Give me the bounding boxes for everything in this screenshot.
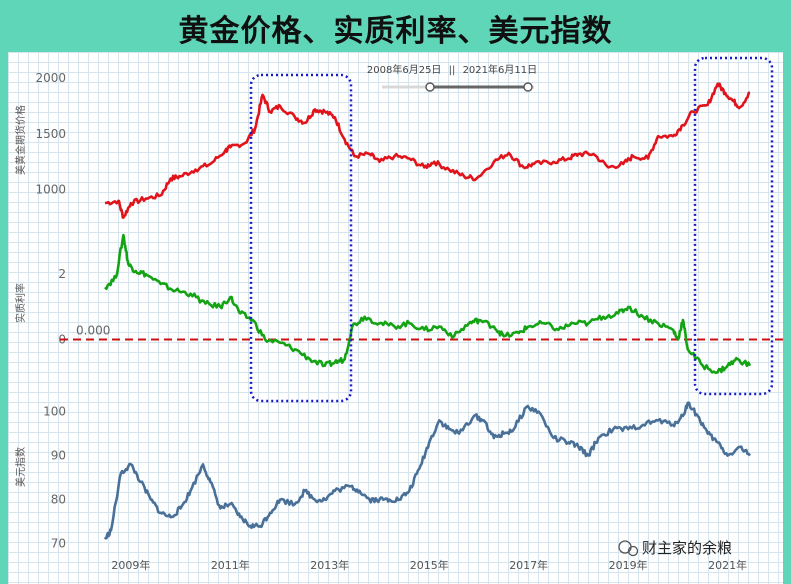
xtick-2: 2013年 xyxy=(310,558,349,572)
slider-handle-start[interactable] xyxy=(425,82,435,92)
gold-ytick-0: 2000 xyxy=(35,71,66,85)
usd-ytick-3: 70 xyxy=(51,537,66,551)
lines-layer xyxy=(103,82,752,540)
xtick-6: 2021年 xyxy=(708,558,747,572)
rate-ytick-0: 2 xyxy=(58,267,66,281)
xtick-5: 2019年 xyxy=(609,558,648,572)
page-title: 黄金价格、实质利率、美元指数 xyxy=(178,14,613,49)
range-separator: || xyxy=(449,65,456,76)
slider-handle-end[interactable] xyxy=(523,82,533,92)
usd-ytick-0: 100 xyxy=(43,405,66,419)
zero-line-label: 0.000 xyxy=(76,324,110,338)
usd-axis-title: 美元指数 xyxy=(14,447,27,487)
usd-ytick-2: 80 xyxy=(51,493,66,507)
overlay-layer: 2008年6月25日 || 2021年6月11日 财主家的余粮 xyxy=(249,56,774,557)
wechat-icon xyxy=(618,540,632,554)
chart-panel: 美黄金期货价格200015001000实质利率200.000美元指数100908… xyxy=(8,52,783,584)
range-end-label: 2021年6月11日 xyxy=(463,63,538,76)
chart-svg: 美黄金期货价格200015001000实质利率200.000美元指数100908… xyxy=(14,56,783,572)
usd-ytick-1: 90 xyxy=(51,449,66,463)
range-start-label: 2008年6月25日 xyxy=(367,63,442,76)
gold-ytick-2: 1000 xyxy=(35,183,66,197)
xtick-4: 2017年 xyxy=(509,558,548,572)
xtick-1: 2011年 xyxy=(211,558,250,572)
rate-axis-title: 实质利率 xyxy=(14,283,27,323)
xtick-0: 2009年 xyxy=(111,558,150,572)
gold-axis-title: 美黄金期货价格 xyxy=(14,105,27,175)
watermark-text: 财主家的余粮 xyxy=(642,539,732,557)
watermark: 财主家的余粮 xyxy=(618,539,732,557)
usd-series-line xyxy=(103,401,752,540)
rate-series-line xyxy=(104,233,752,375)
date-range-label: 2008年6月25日 || 2021年6月11日 xyxy=(367,63,537,76)
highlight-box-2020-2021 xyxy=(693,56,774,396)
wechat-icon-inner xyxy=(627,545,639,557)
axes-layer: 美黄金期货价格200015001000实质利率200.000美元指数100908… xyxy=(14,71,783,572)
date-range-slider[interactable] xyxy=(382,82,534,92)
xtick-3: 2015年 xyxy=(410,558,449,572)
gold-series-line xyxy=(104,82,751,219)
gold-ytick-1: 1500 xyxy=(35,127,66,141)
highlight-box-2011-2013 xyxy=(249,73,353,403)
